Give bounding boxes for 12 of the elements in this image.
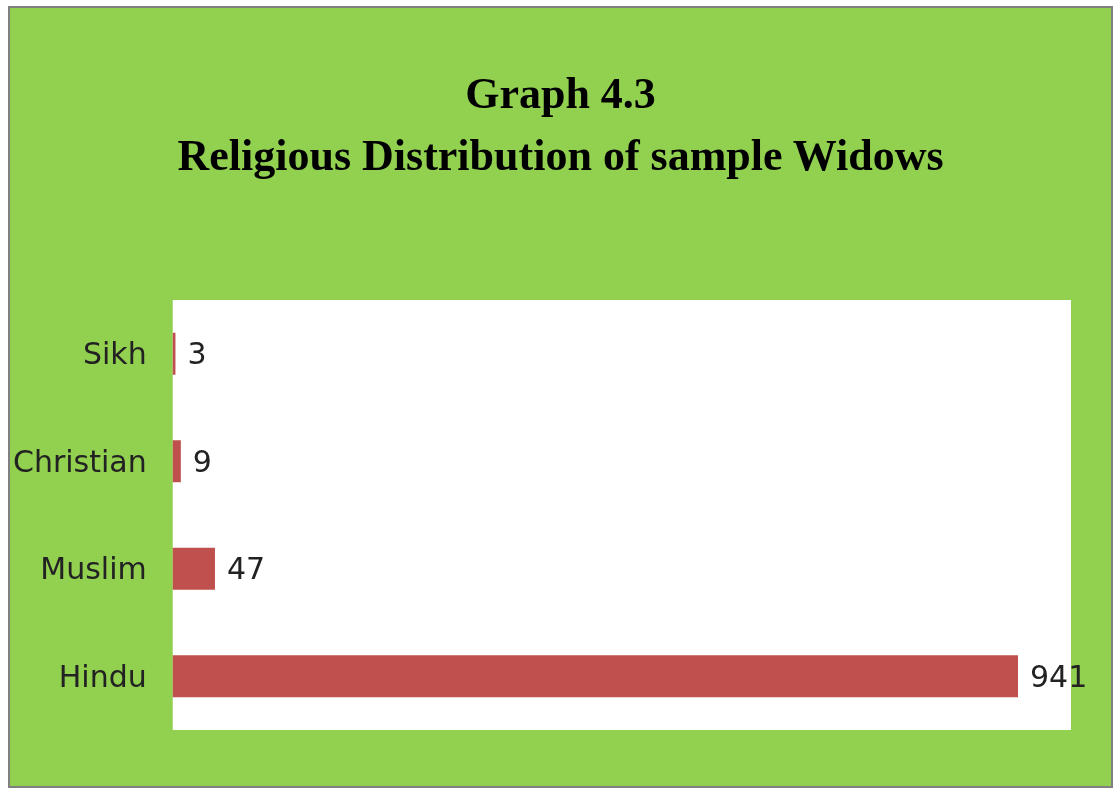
- y-tick-label: Muslim: [40, 551, 147, 587]
- data-label: 3: [187, 336, 207, 372]
- bar: [172, 440, 181, 483]
- chart-title: Graph 4.3: [465, 68, 656, 118]
- data-label: 9: [192, 443, 212, 479]
- chart-subtitle: Religious Distribution of sample Widows: [177, 130, 944, 180]
- bar: [172, 547, 215, 590]
- y-tick-label: Christian: [12, 443, 147, 479]
- data-label: 47: [226, 551, 266, 587]
- y-tick-label: Hindu: [58, 658, 147, 694]
- bar: [172, 655, 1018, 698]
- y-tick-label: Sikh: [82, 336, 147, 372]
